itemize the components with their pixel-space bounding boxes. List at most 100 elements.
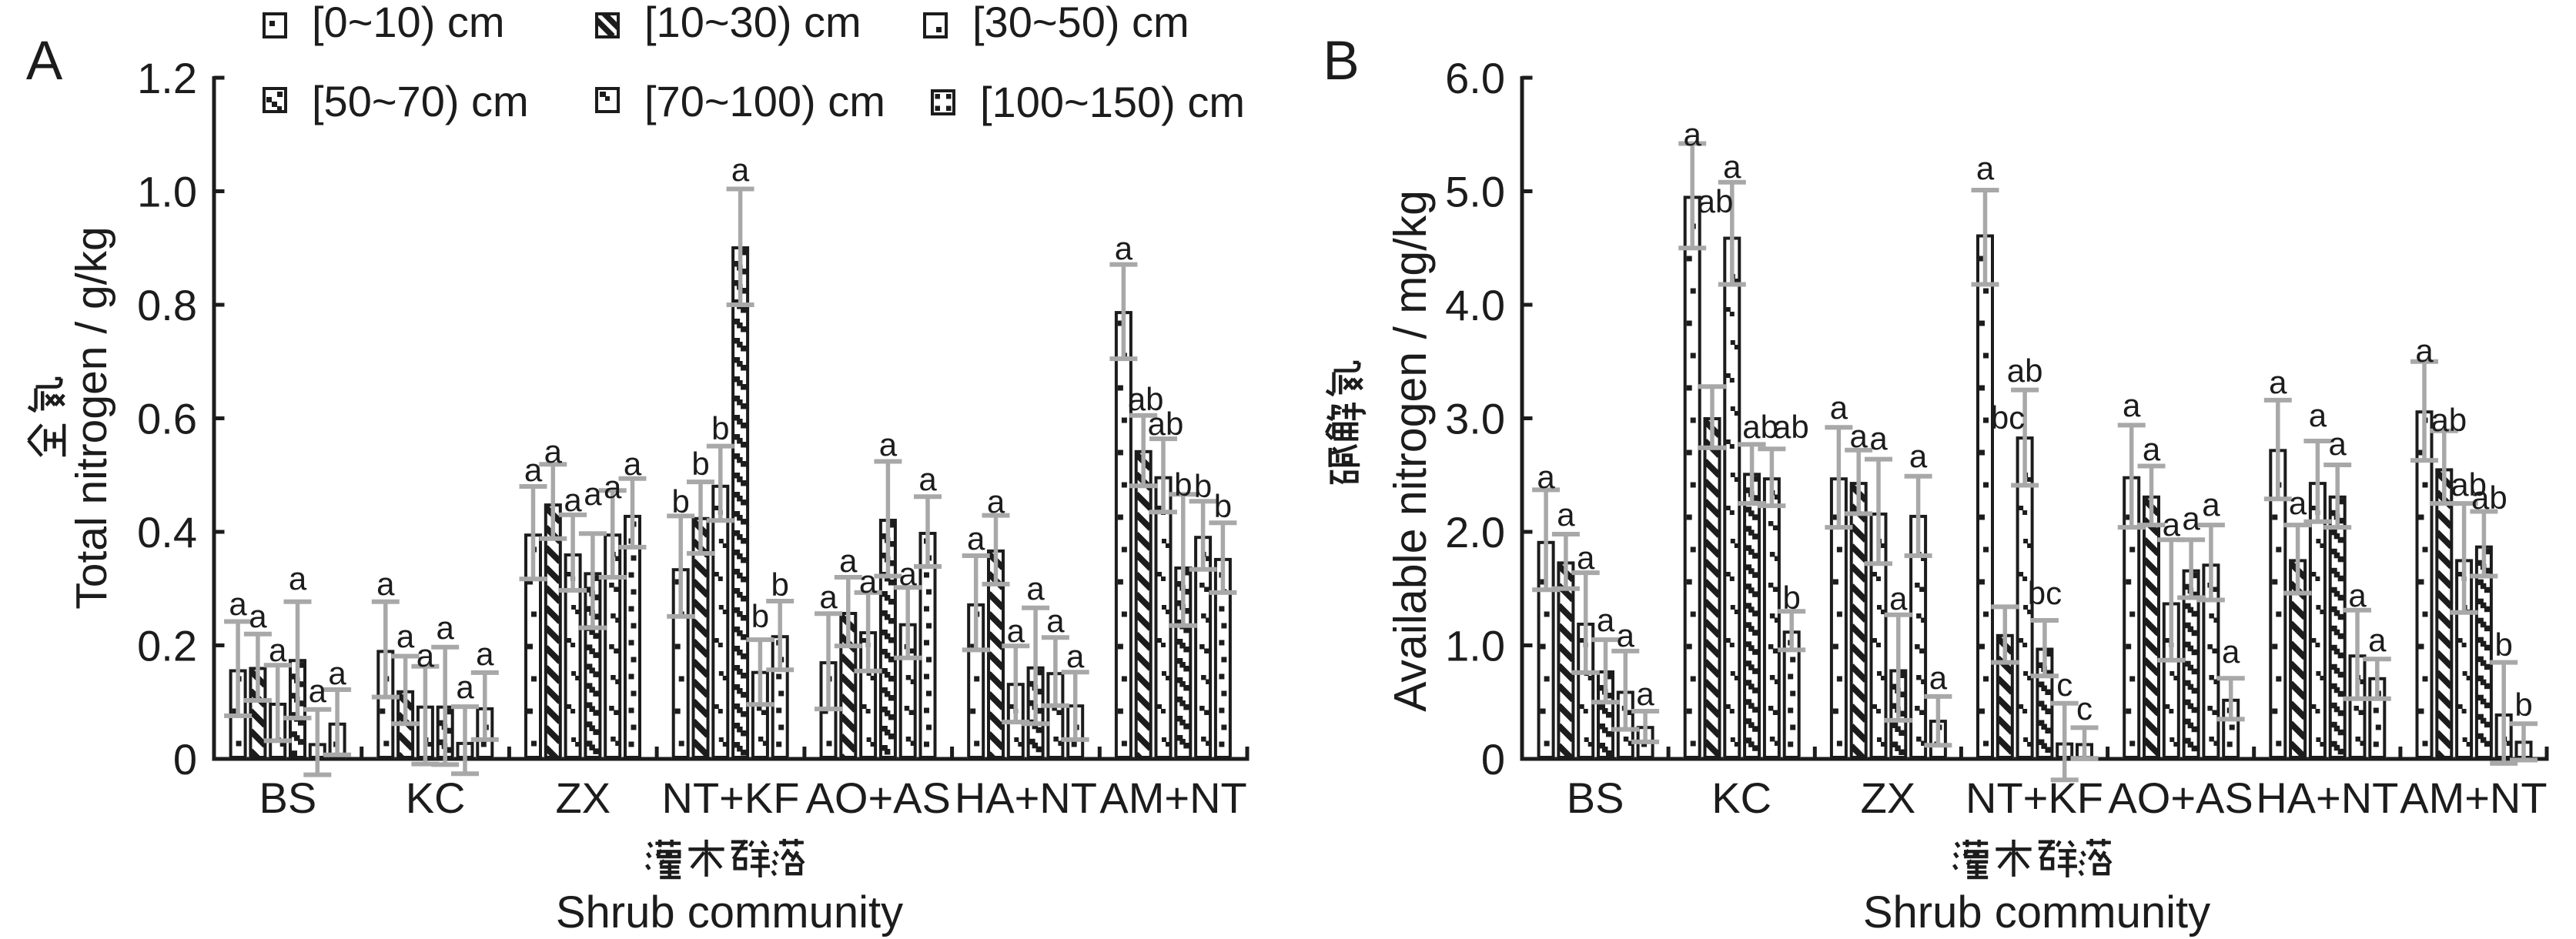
svg-text:B: B [1323,31,1359,92]
svg-text:HA+NT: HA+NT [2256,774,2398,822]
svg-text:HA+NT: HA+NT [955,774,1097,822]
svg-text:b: b [711,410,729,446]
svg-text:a: a [524,452,543,488]
svg-text:ZX: ZX [556,774,611,822]
svg-text:NT+KF: NT+KF [662,774,800,822]
svg-text:2.0: 2.0 [1445,508,1505,556]
svg-text:1.2: 1.2 [137,54,197,102]
svg-text:a: a [1066,638,1085,674]
svg-text:[70~100) cm: [70~100) cm [644,77,885,125]
svg-text:ab: ab [2471,480,2507,516]
svg-text:a: a [899,556,918,592]
svg-text:a: a [2368,622,2387,658]
svg-text:a: a [839,543,858,579]
svg-text:a: a [2348,577,2367,613]
svg-text:a: a [859,563,878,600]
svg-text:ZX: ZX [1861,774,1916,822]
svg-text:ab: ab [1148,406,1184,442]
svg-text:a: a [1026,570,1045,607]
svg-text:a: a [1830,389,1848,426]
svg-text:3.0: 3.0 [1445,395,1505,443]
svg-text:a: a [437,610,455,646]
svg-text:a: a [2309,397,2327,433]
svg-text:b: b [1194,468,1212,504]
svg-text:b: b [1783,580,1801,616]
svg-text:a: a [269,632,287,668]
svg-text:a: a [1577,540,1595,576]
svg-text:ab: ab [1742,409,1778,445]
svg-text:AO+AS: AO+AS [2108,774,2253,822]
svg-text:b: b [1174,466,1192,503]
svg-text:b: b [691,446,709,482]
svg-text:Available nitrogen / mg/kg: Available nitrogen / mg/kg [1385,190,1436,712]
svg-text:c: c [2056,667,2073,703]
svg-text:a: a [564,482,582,518]
svg-text:0: 0 [173,735,197,784]
svg-text:a: a [1929,660,1948,696]
svg-text:a: a [1046,603,1065,639]
svg-text:a: a [967,520,985,556]
svg-text:bc: bc [2028,575,2062,611]
svg-text:a: a [2289,485,2307,521]
svg-text:AM+NT: AM+NT [1099,774,1246,822]
svg-text:a: a [376,566,395,602]
svg-text:a: a [476,636,494,672]
svg-text:1.0: 1.0 [1445,622,1505,670]
svg-text:0.4: 0.4 [137,508,197,556]
svg-text:a: a [1007,613,1025,649]
svg-text:ab: ab [1698,183,1734,219]
svg-text:a: a [544,433,563,470]
svg-text:Total nitrogen / g/kg: Total nitrogen / g/kg [67,226,116,609]
svg-text:a: a [1557,496,1575,533]
svg-text:AM+NT: AM+NT [2400,774,2547,822]
svg-text:ab: ab [1128,381,1164,417]
svg-text:b: b [672,483,690,520]
svg-text:a: a [2163,506,2181,543]
svg-text:a: a [1597,602,1615,638]
svg-text:[100~150) cm: [100~150) cm [980,78,1245,126]
svg-text:AO+AS: AO+AS [806,774,951,822]
svg-text:6.0: 6.0 [1445,54,1505,102]
svg-text:b: b [771,566,789,603]
svg-text:[0~10) cm: [0~10) cm [312,0,505,46]
svg-text:a: a [918,461,937,497]
svg-text:BS: BS [1567,774,1624,822]
svg-text:a: a [229,586,247,622]
svg-text:[10~30) cm: [10~30) cm [644,0,861,46]
svg-text:a: a [2182,500,2200,536]
svg-text:a: a [1636,676,1654,712]
svg-text:a: a [879,426,898,463]
svg-text:0.8: 0.8 [137,281,197,329]
svg-text:ab: ab [2007,353,2043,389]
svg-text:0.2: 0.2 [137,622,197,670]
svg-text:b: b [1214,488,1232,524]
svg-text:a: a [1115,230,1133,266]
svg-text:Shrub community: Shrub community [1863,887,2210,937]
svg-text:a: a [1617,617,1635,653]
svg-text:a: a [289,560,307,596]
svg-text:ab: ab [2430,402,2467,438]
svg-text:1.0: 1.0 [137,168,197,216]
svg-text:a: a [1723,149,1741,185]
svg-text:5.0: 5.0 [1445,168,1505,216]
svg-text:a: a [1976,150,1995,186]
svg-text:0: 0 [1481,735,1505,784]
svg-text:a: a [1850,418,1868,454]
svg-text:a: a [1684,116,1702,152]
svg-text:a: a [328,655,346,691]
svg-text:a: a [2123,387,2141,423]
svg-text:a: a [987,483,1005,520]
svg-text:[50~70) cm: [50~70) cm [312,77,529,125]
svg-text:a: a [2415,332,2434,369]
svg-text:a: a [2222,633,2240,670]
svg-text:a: a [624,446,642,482]
svg-text:c: c [2076,690,2093,727]
svg-text:NT+KF: NT+KF [1965,774,2103,822]
svg-text:b: b [2514,687,2532,723]
svg-text:ab: ab [1773,409,1809,445]
svg-text:4.0: 4.0 [1445,281,1505,329]
svg-text:a: a [2329,426,2347,462]
svg-text:a: a [584,476,602,512]
svg-text:a: a [396,618,415,654]
svg-text:bc: bc [1991,399,2025,436]
